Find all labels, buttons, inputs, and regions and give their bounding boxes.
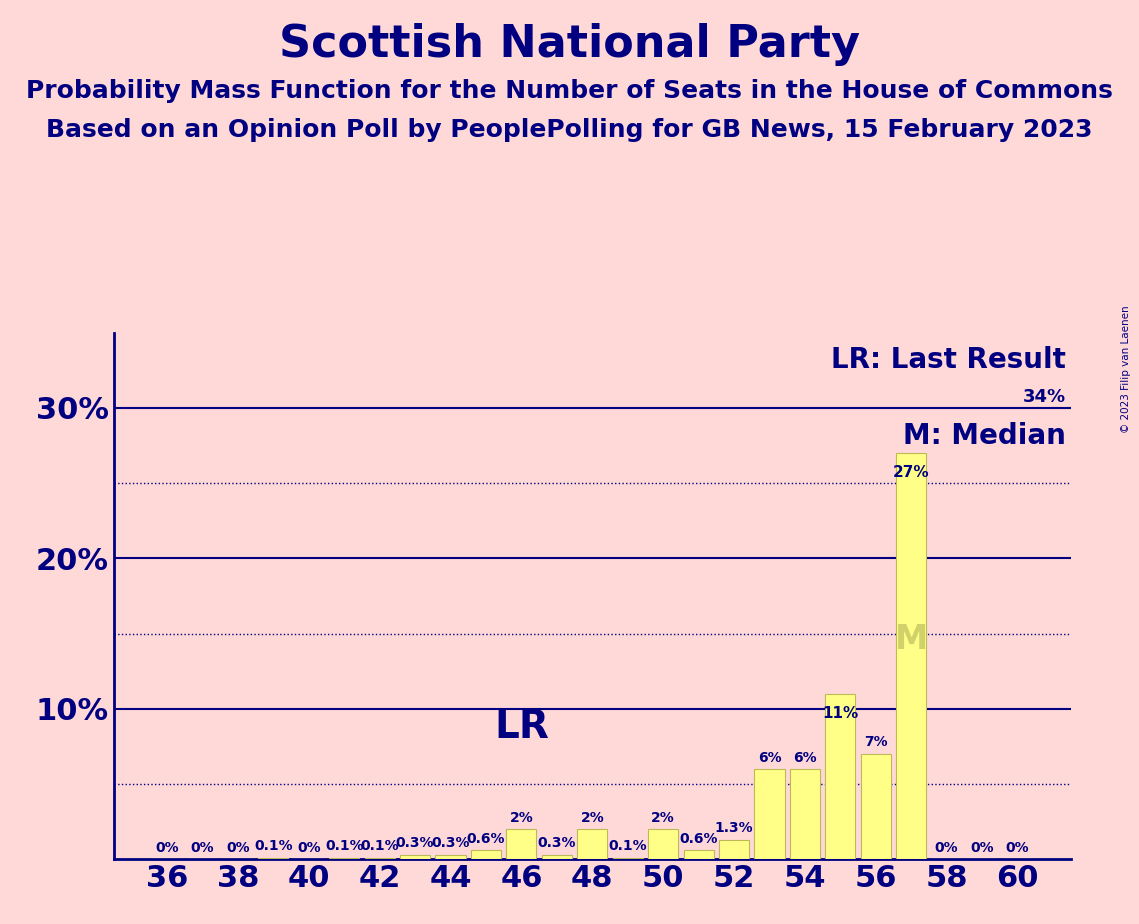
- Text: 0.3%: 0.3%: [538, 836, 576, 850]
- Text: 34%: 34%: [1023, 388, 1066, 406]
- Text: 6%: 6%: [793, 750, 817, 764]
- Text: M: Median: M: Median: [903, 422, 1066, 450]
- Text: LR: LR: [494, 709, 549, 747]
- Bar: [435, 855, 466, 859]
- Text: 11%: 11%: [822, 706, 859, 721]
- Bar: [754, 769, 785, 859]
- Bar: [259, 857, 288, 859]
- Text: 0%: 0%: [970, 841, 994, 855]
- Text: 1.3%: 1.3%: [714, 821, 753, 835]
- Text: 0.1%: 0.1%: [254, 839, 293, 853]
- Text: 6%: 6%: [757, 750, 781, 764]
- Bar: [507, 829, 536, 859]
- Bar: [613, 857, 642, 859]
- Text: 0.6%: 0.6%: [467, 832, 506, 845]
- Text: 0.3%: 0.3%: [432, 836, 469, 850]
- Text: 0%: 0%: [1006, 841, 1030, 855]
- Text: 0%: 0%: [190, 841, 214, 855]
- Bar: [542, 855, 572, 859]
- Text: 0%: 0%: [297, 841, 320, 855]
- Bar: [861, 754, 891, 859]
- Text: 2%: 2%: [581, 810, 604, 825]
- Text: M: M: [894, 623, 928, 656]
- Text: 27%: 27%: [893, 465, 929, 480]
- Bar: [683, 850, 714, 859]
- Text: 0.6%: 0.6%: [679, 832, 718, 845]
- Text: 2%: 2%: [509, 810, 533, 825]
- Text: Scottish National Party: Scottish National Party: [279, 23, 860, 67]
- Text: 0%: 0%: [155, 841, 179, 855]
- Bar: [470, 850, 501, 859]
- Text: 0.1%: 0.1%: [608, 839, 647, 853]
- Text: 2%: 2%: [652, 810, 675, 825]
- Text: 0.1%: 0.1%: [325, 839, 363, 853]
- Bar: [329, 857, 359, 859]
- Bar: [789, 769, 820, 859]
- Bar: [648, 829, 678, 859]
- Text: 0%: 0%: [935, 841, 958, 855]
- Bar: [826, 694, 855, 859]
- Text: Based on an Opinion Poll by PeoplePolling for GB News, 15 February 2023: Based on an Opinion Poll by PeoplePollin…: [47, 118, 1092, 142]
- Text: 0.1%: 0.1%: [360, 839, 399, 853]
- Bar: [896, 453, 926, 859]
- Bar: [719, 840, 749, 859]
- Text: Probability Mass Function for the Number of Seats in the House of Commons: Probability Mass Function for the Number…: [26, 79, 1113, 103]
- Text: 0%: 0%: [227, 841, 249, 855]
- Text: 0.3%: 0.3%: [396, 836, 434, 850]
- Text: 7%: 7%: [865, 736, 887, 749]
- Bar: [364, 857, 395, 859]
- Bar: [400, 855, 431, 859]
- Bar: [577, 829, 607, 859]
- Text: LR: Last Result: LR: Last Result: [831, 346, 1066, 374]
- Text: © 2023 Filip van Laenen: © 2023 Filip van Laenen: [1121, 306, 1131, 433]
